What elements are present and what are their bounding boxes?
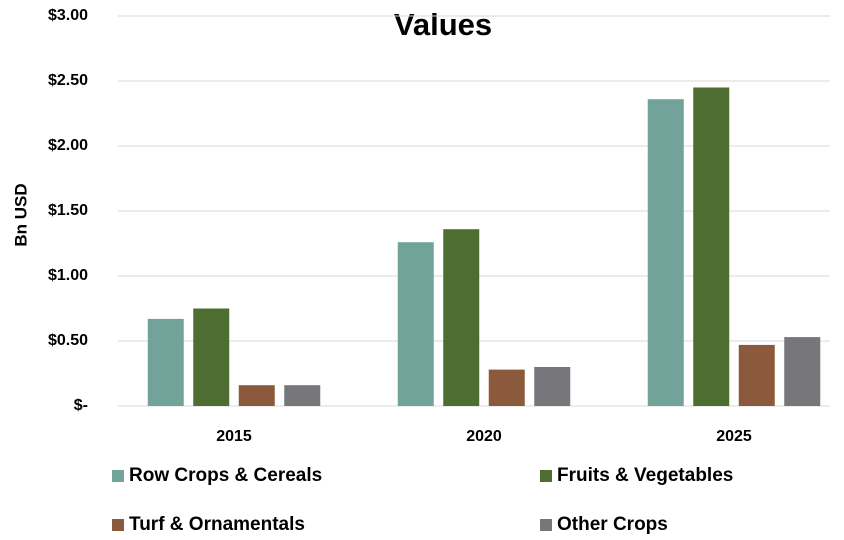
bar [693,87,730,406]
bar [193,308,230,406]
bar [443,229,480,406]
bar [147,318,184,406]
bar [238,385,275,406]
bar [784,337,821,406]
y-tick-label: $2.50 [48,72,88,89]
bar [284,385,321,406]
legend-swatch [112,470,124,482]
y-axis-label: Bn USD [11,183,30,246]
bar [397,242,434,406]
y-tick-label: $1.00 [48,267,88,284]
bar [738,344,775,406]
x-tick-label: 2015 [216,428,252,445]
y-tick-label: $2.00 [48,137,88,154]
chart-title: Values [394,7,492,42]
x-tick-label: 2025 [716,428,752,445]
legend-label: Fruits & Vegetables [557,465,733,486]
x-tick-label: 2020 [466,428,502,445]
bar [488,369,525,406]
legend-label: Row Crops & Cereals [129,465,322,486]
y-tick-label: $0.50 [48,332,88,349]
bar [647,99,684,406]
y-tick-label: $3.00 [48,7,88,24]
y-tick-label: $- [74,397,88,414]
y-tick-label: $1.50 [48,202,88,219]
legend-swatch [112,519,124,531]
legend-swatch [540,519,552,531]
bar [534,367,571,406]
legend-label: Other Crops [557,514,668,535]
legend-label: Turf & Ornamentals [129,514,305,535]
legend-swatch [540,470,552,482]
